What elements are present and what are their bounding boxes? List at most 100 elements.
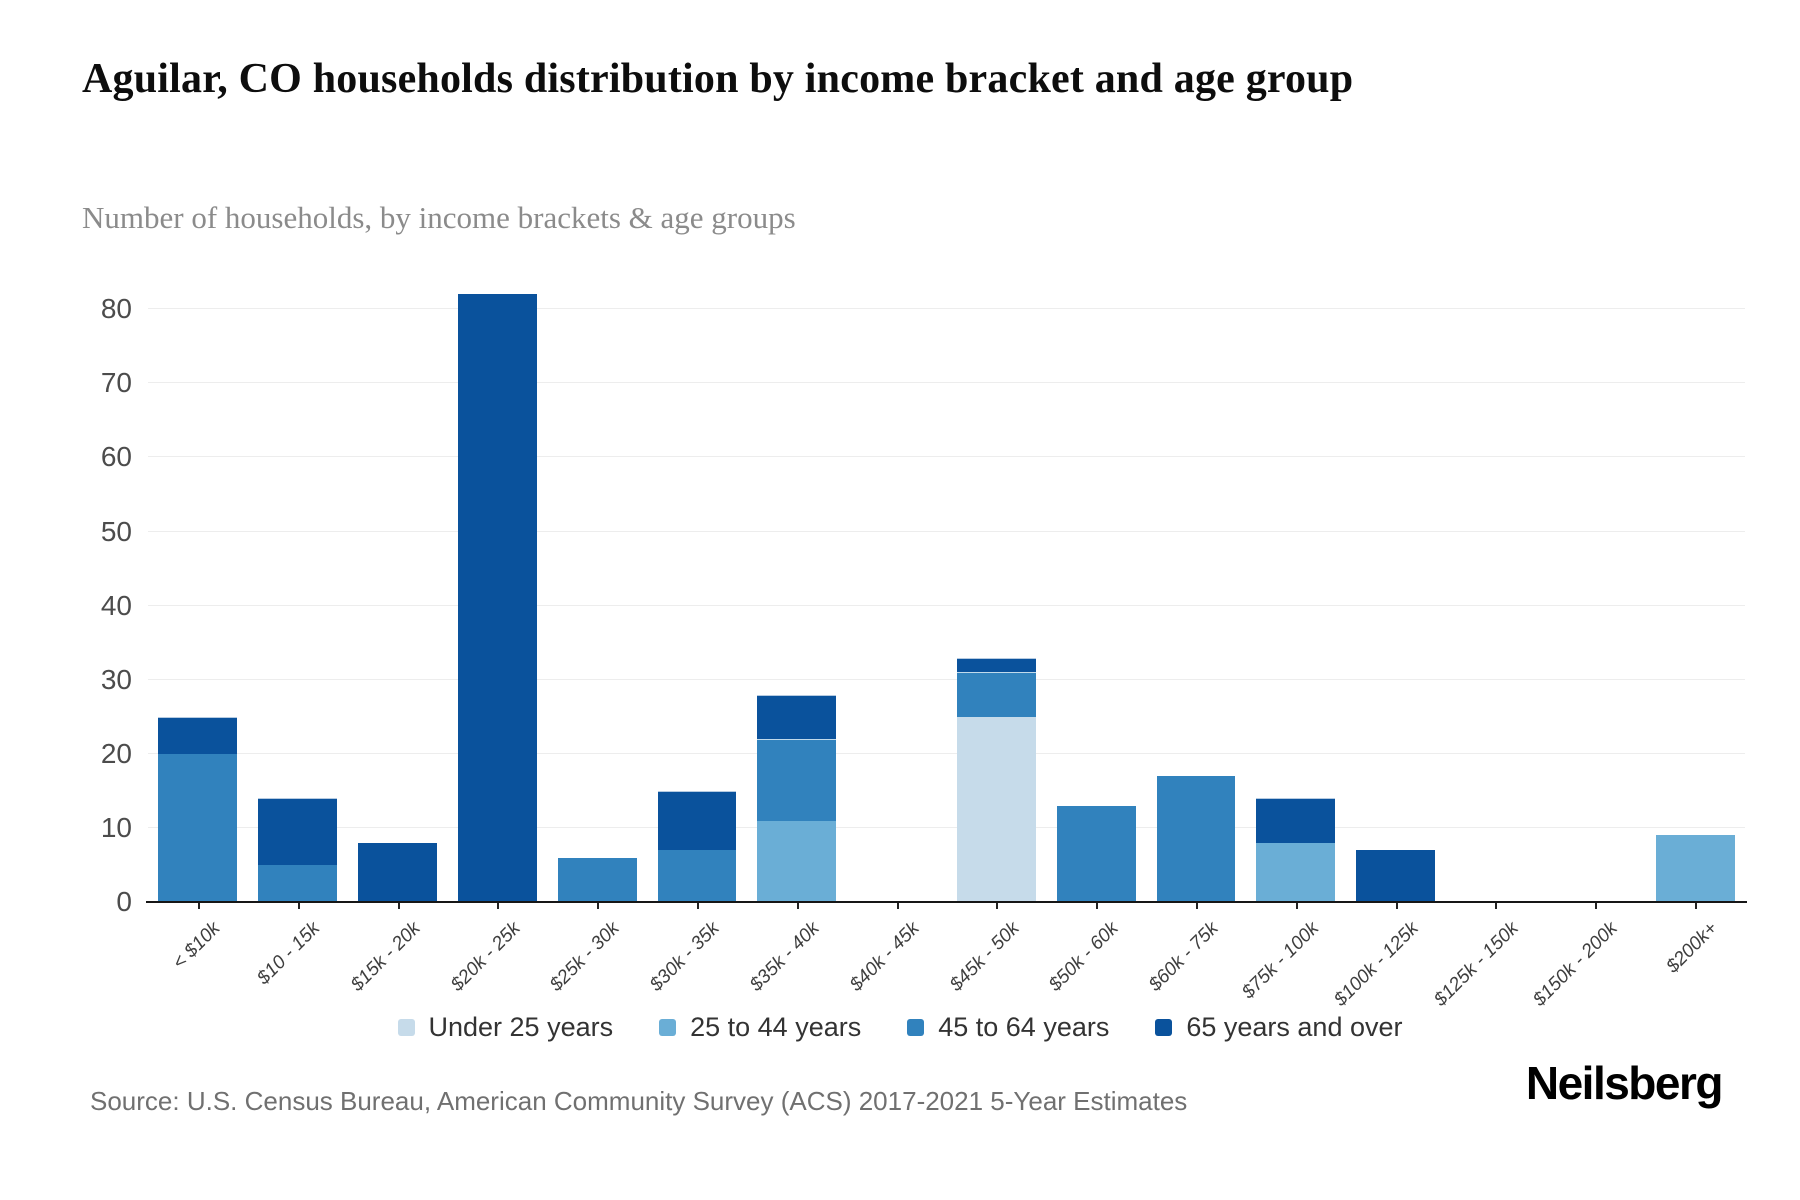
bar-segment xyxy=(956,716,1036,902)
legend: Under 25 years 25 to 44 years 45 to 64 yea… xyxy=(0,1012,1800,1043)
legend-swatch xyxy=(659,1019,677,1036)
bar xyxy=(657,790,737,902)
gridline xyxy=(148,308,1745,310)
x-axis-tick xyxy=(1495,902,1498,909)
x-axis-tick xyxy=(1695,902,1698,909)
bar xyxy=(1056,805,1136,902)
bar xyxy=(1256,798,1336,902)
bar xyxy=(1356,850,1436,902)
x-axis-tick-label: $75k - 100k xyxy=(1237,918,1323,1004)
bar xyxy=(1156,776,1236,902)
legend-item: 45 to 64 years xyxy=(907,1012,1109,1043)
gridline xyxy=(148,752,1745,754)
x-axis-tick-label: $20k - 25k xyxy=(446,918,525,996)
bar-segment xyxy=(158,716,238,754)
gridline xyxy=(148,382,1745,384)
bar-slot: < $10k xyxy=(148,250,248,974)
bar xyxy=(1655,835,1735,902)
bar-slot: $200k+ xyxy=(1645,250,1745,977)
bar-slot: $40k - 45k xyxy=(846,250,947,996)
bar-slot: $20k - 25k xyxy=(447,250,547,996)
legend-item: Under 25 years xyxy=(397,1012,614,1043)
x-axis-tick xyxy=(796,902,799,909)
x-axis-tick-label: < $10k xyxy=(169,918,225,974)
x-axis-tick xyxy=(1096,902,1099,909)
bar-segment xyxy=(358,842,437,902)
x-axis-tick xyxy=(896,902,899,909)
x-axis-tick xyxy=(696,902,699,909)
legend-swatch xyxy=(397,1019,415,1036)
x-axis-tick xyxy=(1196,902,1199,909)
y-axis-tick-label: 50 xyxy=(100,515,132,547)
bar-slot: $30k - 35k xyxy=(646,250,747,996)
bar-segment xyxy=(956,672,1036,717)
bar-segment xyxy=(757,694,837,739)
bar-segment xyxy=(1655,835,1735,902)
bar-slot: $125k - 150k xyxy=(1430,250,1546,1011)
bar-segment xyxy=(1056,805,1136,902)
bar-segment xyxy=(956,657,1036,673)
x-axis-tick-label: $100k - 125k xyxy=(1329,918,1423,1011)
x-axis-tick-label: $150k - 200k xyxy=(1529,918,1623,1011)
y-axis-tick-label: 20 xyxy=(100,737,132,769)
bar-segment xyxy=(1156,776,1236,902)
plot-area: 0 10 20 30 40 50 60 70 80 < $10k $10 - 15k $15k - 2… xyxy=(101,250,1747,1011)
bar-segment xyxy=(657,790,737,851)
x-axis-tick-label: $10 - 15k xyxy=(253,918,325,989)
bar-segment xyxy=(457,294,537,902)
x-axis-tick-label: $125k - 150k xyxy=(1429,918,1523,1011)
bar-slot: $35k - 40k xyxy=(746,250,847,996)
bar-slot: $15k - 20k xyxy=(347,250,448,996)
bar-slot: $10 - 15k xyxy=(248,250,348,989)
x-axis-tick-label: $45k - 50k xyxy=(945,918,1024,996)
legend-item: 65 years and over xyxy=(1155,1012,1403,1043)
chart-subtitle: Number of households, by income brackets… xyxy=(82,200,796,235)
bar xyxy=(158,716,238,902)
bar-segment xyxy=(657,850,737,902)
bar-slot: $25k - 30k xyxy=(546,250,647,996)
bar xyxy=(258,798,338,902)
neilsberg-logo: Neilsberg xyxy=(1525,1057,1724,1109)
legend-swatch xyxy=(1155,1019,1173,1036)
chart-title: Aguilar, CO households distribution by i… xyxy=(82,56,1354,102)
gridline xyxy=(148,530,1745,532)
x-axis-tick-label: $35k - 40k xyxy=(746,918,824,996)
legend-label: 65 years and over xyxy=(1186,1012,1403,1042)
bar-slot: $75k - 100k xyxy=(1238,250,1346,1003)
x-axis-tick-label: $200k+ xyxy=(1662,918,1722,978)
bar xyxy=(956,657,1036,902)
bar-slot: $150k - 200k xyxy=(1530,250,1645,1011)
x-axis-tick xyxy=(1395,902,1398,909)
bars-row: < $10k $10 - 15k $15k - 20k $20k - 25k $25k … xyxy=(148,250,1745,1011)
gridline xyxy=(148,604,1745,606)
bar-slot: $100k - 125k xyxy=(1330,250,1446,1011)
bar xyxy=(557,857,637,902)
gridline xyxy=(148,826,1745,828)
legend-label: 25 to 44 years xyxy=(690,1012,862,1042)
x-axis-tick-label: $25k - 30k xyxy=(546,918,625,996)
legend-swatch xyxy=(907,1019,925,1036)
bar-segment xyxy=(158,753,238,902)
y-axis-tick-label: 40 xyxy=(100,589,132,621)
y-axis-tick-label: 60 xyxy=(100,441,132,473)
bar-slot: $45k - 50k xyxy=(946,250,1047,996)
bar-segment xyxy=(258,798,338,865)
bar xyxy=(358,842,437,902)
source-note: Source: U.S. Census Bureau, American Com… xyxy=(90,1086,1188,1116)
bar-segment xyxy=(757,820,837,902)
gridline xyxy=(148,678,1745,680)
legend-label: Under 25 years xyxy=(428,1012,614,1042)
bar-slot: $60k - 75k xyxy=(1145,250,1246,996)
y-axis-tick-label: 70 xyxy=(100,367,132,399)
bar-segment xyxy=(1356,850,1436,902)
bar-segment xyxy=(557,857,637,902)
x-axis-tick xyxy=(597,902,600,909)
x-axis-tick-label: $15k - 20k xyxy=(346,918,425,996)
x-axis-tick xyxy=(297,902,300,909)
bar-segment xyxy=(1256,842,1336,902)
y-axis-tick-label: 0 xyxy=(116,886,132,917)
x-axis-tick xyxy=(1595,902,1598,909)
y-axis-tick-label: 30 xyxy=(100,663,132,695)
y-axis-tick-label: 80 xyxy=(100,293,132,325)
x-axis-tick-label: $40k - 45k xyxy=(845,918,924,996)
